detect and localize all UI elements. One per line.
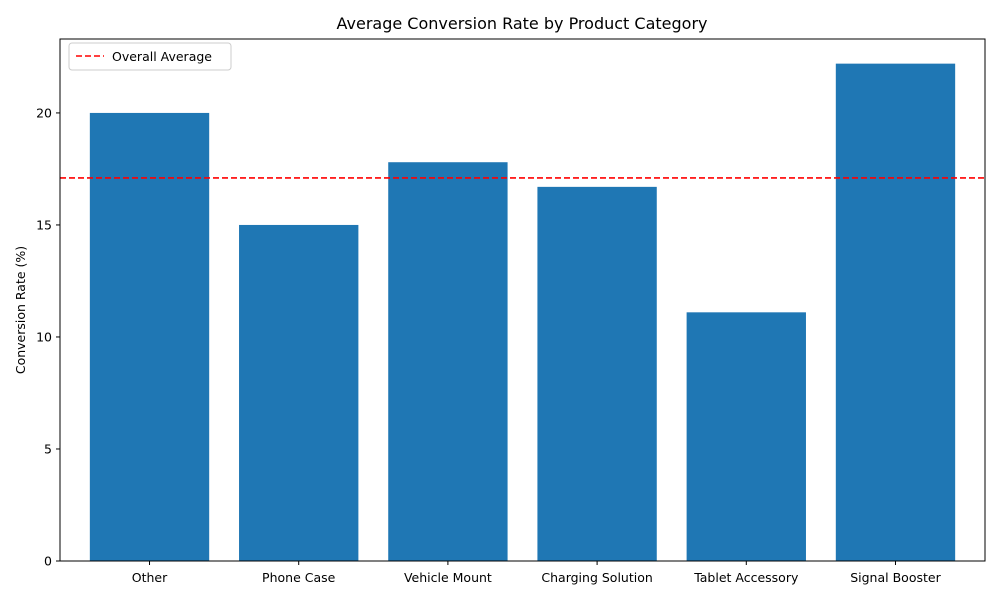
y-tick-label: 10	[36, 329, 52, 344]
bar-other	[89, 112, 210, 561]
x-tick-label: Tablet Accessory	[693, 570, 799, 585]
legend-label-overall-average: Overall Average	[112, 49, 212, 64]
x-tick-label: Other	[132, 570, 168, 585]
legend: Overall Average	[68, 42, 232, 71]
y-axis-label: Conversion Rate (%)	[13, 246, 28, 374]
x-tick-label: Signal Booster	[850, 570, 941, 585]
bar-vehicle-mount	[388, 162, 508, 562]
x-tick-label: Vehicle Mount	[404, 570, 492, 585]
bar-charging-solution	[537, 186, 657, 561]
bar-phone-case	[239, 224, 359, 562]
x-ticks-group: Other Phone Case Vehicle Mount Charging Sol…	[132, 561, 942, 585]
y-tick-label: 20	[36, 105, 52, 120]
x-tick-label: Charging Solution	[541, 570, 652, 585]
y-tick-label: 0	[44, 554, 52, 569]
chart-title: Average Conversion Rate by Product Categ…	[337, 14, 708, 33]
bar-signal-booster	[835, 63, 956, 562]
plot-frame	[59, 38, 986, 562]
bars-group	[89, 63, 956, 562]
legend-box	[68, 42, 232, 71]
bar-tablet-accessory	[686, 312, 806, 561]
y-ticks-group: 0 5 10 15 20	[36, 105, 60, 569]
x-tick-label: Phone Case	[262, 570, 336, 585]
y-tick-label: 5	[44, 441, 52, 456]
y-tick-label: 15	[36, 217, 52, 232]
